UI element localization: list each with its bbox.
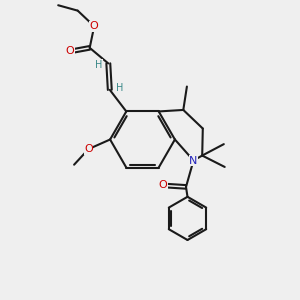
Text: O: O [84, 144, 93, 154]
Text: O: O [158, 180, 167, 190]
Text: H: H [95, 60, 102, 70]
Text: O: O [90, 21, 99, 31]
Text: H: H [116, 83, 123, 93]
Text: O: O [66, 46, 75, 56]
Text: N: N [189, 155, 198, 166]
